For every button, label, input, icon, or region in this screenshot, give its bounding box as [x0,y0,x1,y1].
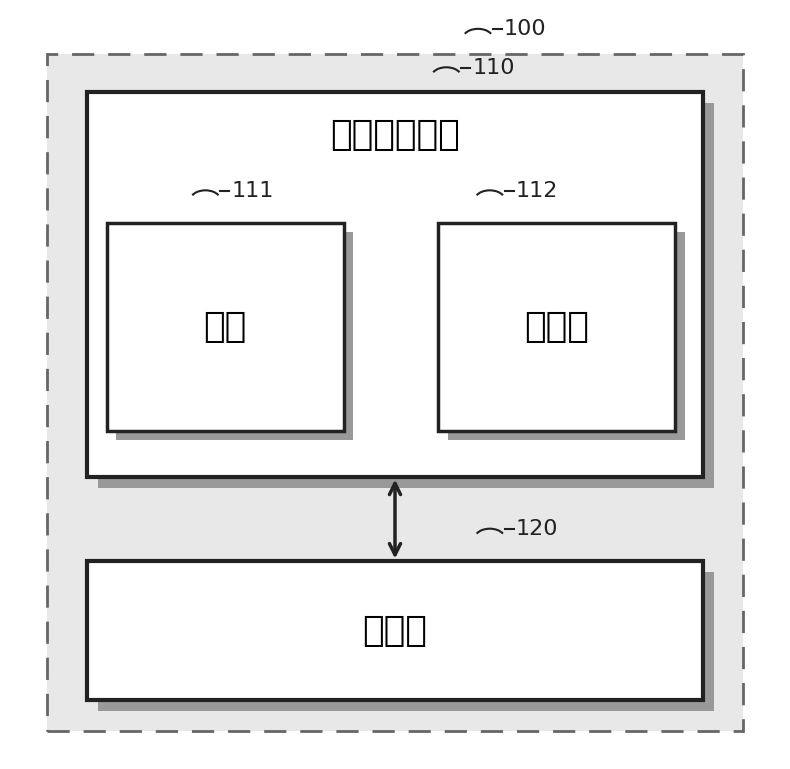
Text: 112: 112 [516,181,559,201]
Text: 光源: 光源 [204,310,246,344]
Text: 脉搿波传感器: 脉搿波传感器 [330,118,460,151]
Text: 检测器: 检测器 [525,310,589,344]
Text: 120: 120 [516,519,559,539]
Text: 处理器: 处理器 [363,614,427,647]
Polygon shape [98,572,714,711]
Polygon shape [448,232,685,440]
Polygon shape [438,223,675,431]
Polygon shape [87,561,703,700]
Text: 110: 110 [472,58,515,78]
Polygon shape [87,92,703,477]
Polygon shape [47,54,743,731]
Polygon shape [116,232,353,440]
Text: 100: 100 [504,19,547,39]
Polygon shape [107,223,344,431]
Text: 111: 111 [231,181,274,201]
Polygon shape [98,103,714,488]
